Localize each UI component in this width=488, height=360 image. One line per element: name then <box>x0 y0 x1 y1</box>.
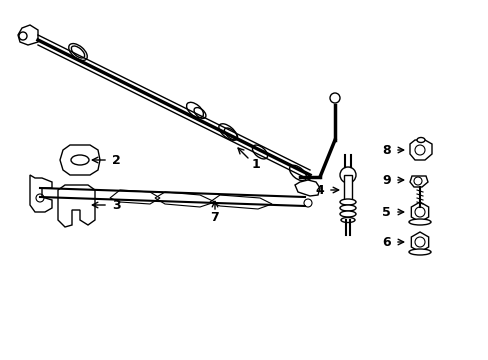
Ellipse shape <box>69 44 87 60</box>
Text: 4: 4 <box>314 184 323 197</box>
Polygon shape <box>58 185 95 227</box>
Text: 8: 8 <box>381 144 390 157</box>
Polygon shape <box>410 232 428 252</box>
Ellipse shape <box>339 199 355 205</box>
Ellipse shape <box>416 138 424 143</box>
Polygon shape <box>409 140 431 160</box>
Ellipse shape <box>408 249 430 255</box>
Text: 3: 3 <box>112 198 121 212</box>
Ellipse shape <box>252 145 267 159</box>
Polygon shape <box>294 180 319 196</box>
Polygon shape <box>409 176 427 187</box>
Ellipse shape <box>186 102 203 118</box>
Polygon shape <box>30 175 52 212</box>
Text: 6: 6 <box>381 235 390 248</box>
Text: 5: 5 <box>381 206 390 219</box>
Ellipse shape <box>71 155 89 165</box>
Text: 7: 7 <box>209 211 218 224</box>
Ellipse shape <box>408 219 430 225</box>
Ellipse shape <box>219 124 237 140</box>
Text: 9: 9 <box>381 174 390 186</box>
Polygon shape <box>410 202 428 222</box>
Bar <box>343 175 351 200</box>
Text: 2: 2 <box>112 153 121 166</box>
Ellipse shape <box>289 165 306 181</box>
Ellipse shape <box>339 205 355 211</box>
Ellipse shape <box>339 211 355 217</box>
Text: 1: 1 <box>251 158 260 171</box>
Polygon shape <box>60 145 100 175</box>
Ellipse shape <box>340 217 354 222</box>
